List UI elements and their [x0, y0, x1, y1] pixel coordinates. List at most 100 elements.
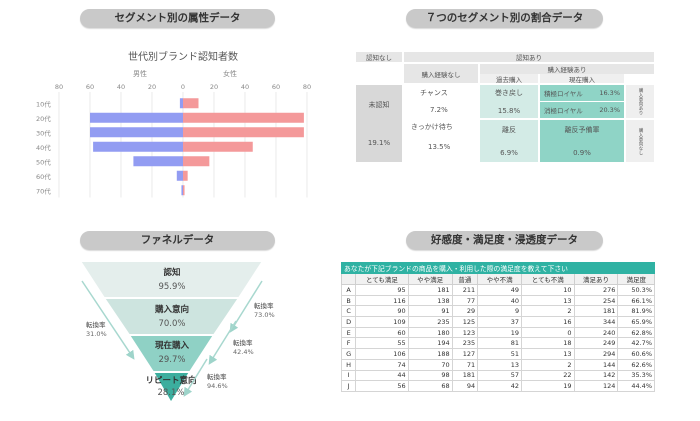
arrow-conv-left [81, 280, 135, 360]
cell-sekkyoku: 積極ロイヤル 16.3% [540, 85, 624, 101]
column-header: とても満足 [355, 273, 409, 285]
table-cell: 18 [521, 337, 575, 350]
category-label: 40代 [36, 143, 51, 152]
table-cell: 10 [521, 284, 575, 296]
table-cell: 188 [407, 348, 453, 360]
table-cell: 125 [451, 316, 479, 328]
table-cell: 57 [477, 369, 523, 382]
table-cell: 180 [407, 326, 453, 339]
row-label: G [340, 348, 357, 360]
column-header: 普通 [451, 273, 479, 285]
table-cell: 13 [477, 358, 523, 371]
funnel-chart: 認知 95.9% 購入意向 70.0% 現在購入 29.7% リピート意向 28… [78, 260, 275, 405]
table-cell: 77 [451, 294, 479, 307]
minin-label: 未認知 [368, 100, 390, 109]
table-cell: 68 [407, 380, 453, 392]
row-label: E [340, 326, 357, 339]
funnel-ninchi-label: 認知 [163, 267, 180, 278]
table-cell: 42.7% [617, 337, 655, 350]
tick-label: 60 [86, 83, 94, 91]
table-row: B 116 138 77 40 13 254 66.1% [340, 294, 655, 307]
funnel-stage-repeat [151, 371, 192, 405]
table-cell: 70 [407, 358, 453, 371]
table-row: F 55 194 235 81 18 249 42.7% [340, 337, 655, 350]
bar-female [183, 141, 253, 152]
table-cell: 142 [573, 369, 619, 382]
table-cell: 44 [355, 369, 409, 382]
tick-label: 0 [181, 83, 185, 91]
table-cell: 94 [451, 380, 479, 392]
bar-male [93, 141, 183, 152]
side2-text: 購入意向なし [638, 127, 643, 155]
satisfaction-table: あなたが下記ブランドの商品を購入・利用した際の満足度を教えて下さい とても満足や… [340, 262, 655, 392]
table-cell: 276 [573, 284, 619, 296]
table-cell: 13 [521, 348, 575, 360]
table-cell: 106 [355, 348, 409, 360]
table-cell: 9 [477, 305, 523, 318]
row-label: J [340, 380, 357, 392]
table-cell: 240 [573, 326, 619, 339]
table-row: I 44 98 181 57 22 142 35.3% [340, 369, 655, 382]
table-cell: 66.1% [617, 294, 655, 307]
table-cell: 81.9% [617, 305, 655, 318]
table-cell: 29 [451, 305, 479, 318]
table-cell: 344 [573, 316, 619, 328]
header-kounyu-nashi: 購入経験なし [404, 64, 478, 83]
table-row: J 56 68 94 42 19 124 44.4% [340, 380, 655, 392]
table-cell: 56 [355, 380, 409, 392]
column-header [340, 273, 357, 285]
makimodoshi-label: 巻き戻し [495, 89, 523, 97]
side-label-kounyu-ikou-nashi: 購入意向なし [626, 120, 654, 162]
rihan-pct: 6.9% [500, 149, 518, 157]
arrow-conv-right1 [229, 280, 263, 333]
conv-r1-value: 73.0% [254, 311, 275, 319]
conv-left-value: 31.0% [86, 330, 107, 338]
bar-male [90, 127, 183, 138]
row-label: H [340, 358, 357, 371]
row-label: I [340, 369, 357, 382]
table-cell: 60 [355, 326, 409, 339]
tick-label: 20 [148, 83, 156, 91]
shouhi-pct: 20.3% [599, 106, 620, 114]
table-cell: 71 [451, 358, 479, 371]
bar-male [181, 185, 183, 196]
table-cell: 49 [477, 284, 523, 296]
table-cell: 144 [573, 358, 619, 371]
funnel-genzai-label: 現在購入 [155, 340, 190, 351]
section-title-attr: セグメント別の属性データ [80, 9, 275, 28]
bar-male [179, 98, 183, 109]
table-cell: 81 [477, 337, 523, 350]
table-cell: 2 [521, 305, 575, 318]
table-row: H 74 70 71 13 2 144 62.6% [340, 358, 655, 371]
sekkyoku-pct: 16.3% [599, 89, 620, 97]
table-cell: 50.3% [617, 284, 655, 296]
funnel-kounyu-ikou-label: 購入意向 [154, 304, 189, 315]
category-label: 50代 [36, 157, 51, 166]
table-cell: 116 [355, 294, 409, 307]
table-cell: 138 [407, 294, 453, 307]
tick-label: 60 [272, 83, 280, 91]
bar-female [183, 170, 188, 181]
funnel-repeat-label: リピート意向 [145, 375, 196, 386]
row-label: B [340, 294, 357, 307]
conv-r3-label: 転換率 [207, 372, 227, 381]
table-row: D 109 235 125 37 16 344 65.9% [340, 316, 655, 328]
funnel-ninchi-value: 95.9% [158, 282, 185, 292]
category-label: 60代 [36, 172, 51, 181]
bar-female [183, 112, 304, 123]
table-cell: 2 [521, 358, 575, 371]
cell-makimodoshi: 巻き戻し 15.8% [480, 85, 538, 118]
column-header: とても不満 [521, 273, 575, 285]
table-cell: 235 [451, 337, 479, 350]
cell-shouhi: 消極ロイヤル 20.3% [540, 102, 624, 118]
table-cell: 44.4% [617, 380, 655, 392]
table-cell: 16 [521, 316, 575, 328]
table-cell: 62.6% [617, 358, 655, 371]
table-row: C 90 91 29 9 2 181 81.9% [340, 305, 655, 318]
conv-r2-label: 転換率 [233, 338, 253, 347]
table-cell: 181 [407, 284, 453, 296]
category-label: 10代 [36, 99, 51, 108]
bar-female [183, 185, 185, 196]
table-cell: 51 [477, 348, 523, 360]
kikkake-pct: 13.5% [428, 143, 451, 151]
